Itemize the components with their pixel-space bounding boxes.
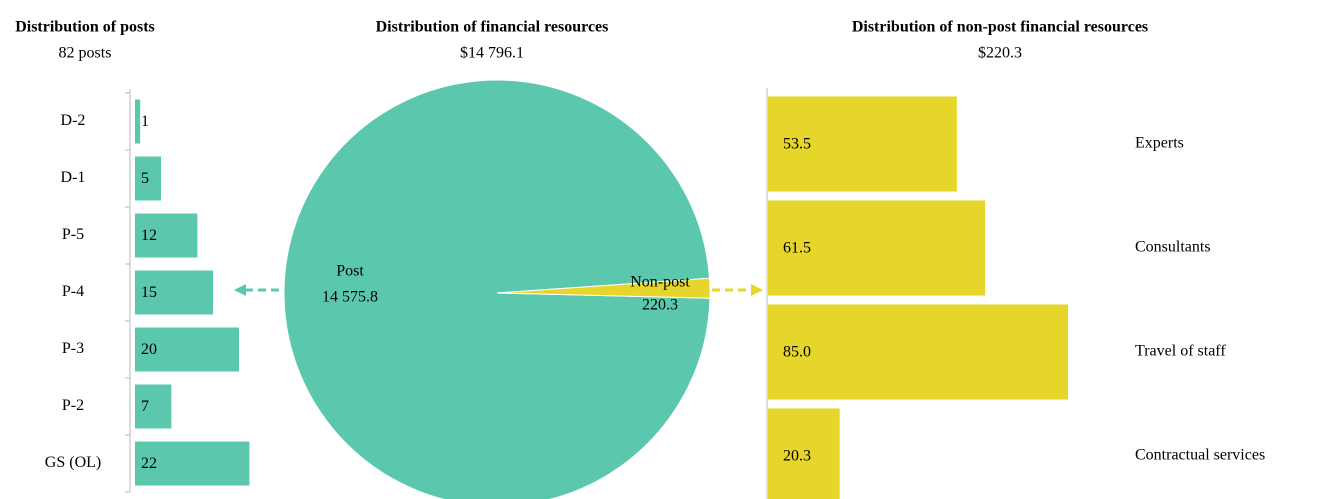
chart-title: Distribution of posts [15, 19, 155, 36]
data-label: 5 [141, 170, 149, 187]
bar [135, 270, 213, 315]
chart-subtitle: $220.3 [978, 45, 1022, 62]
slice-value: 14 575.8 [322, 289, 378, 306]
category-label: P-2 [62, 397, 84, 414]
data-label: 20 [141, 341, 157, 358]
category-label: P-3 [62, 340, 84, 357]
bar [135, 441, 250, 486]
chart-title: Distribution of non-post financial resou… [852, 19, 1148, 36]
slice-name: Post [336, 263, 364, 280]
category-label: Contractual services [1135, 447, 1265, 464]
data-label: 22 [141, 455, 157, 472]
bar [135, 156, 161, 201]
bar [135, 213, 198, 258]
chart-title: Distribution of financial resources [376, 19, 609, 36]
data-label: 15 [141, 284, 157, 301]
bar [768, 408, 840, 499]
pie-slice [283, 79, 711, 499]
bar [135, 99, 141, 144]
category-label: GS (OL) [45, 454, 101, 471]
category-label: P-5 [62, 226, 84, 243]
category-label: Consultants [1135, 239, 1211, 256]
data-label: 12 [141, 227, 157, 244]
chart-subtitle: 82 posts [59, 45, 112, 62]
bar [768, 96, 957, 192]
bar [768, 200, 986, 296]
arrow-head-right [751, 284, 763, 296]
pie-slice [496, 277, 711, 299]
bar [768, 304, 1069, 400]
category-label: P-4 [62, 283, 84, 300]
chart-subtitle: $14 796.1 [460, 45, 524, 62]
data-label: 20.3 [783, 448, 811, 465]
slice-name: Non-post [630, 274, 690, 291]
category-label: Travel of staff [1135, 343, 1226, 360]
data-label: 1 [141, 113, 149, 130]
data-label: 61.5 [783, 240, 811, 257]
bar [135, 327, 239, 372]
data-label: 53.5 [783, 136, 811, 153]
category-label: Experts [1135, 135, 1184, 152]
data-label: 85.0 [783, 344, 811, 361]
category-label: D-1 [61, 169, 86, 186]
data-label: 7 [141, 398, 149, 415]
bar [135, 384, 172, 429]
slice-value: 220.3 [642, 297, 678, 314]
arrow-head-left [234, 284, 246, 296]
category-label: D-2 [61, 112, 86, 129]
